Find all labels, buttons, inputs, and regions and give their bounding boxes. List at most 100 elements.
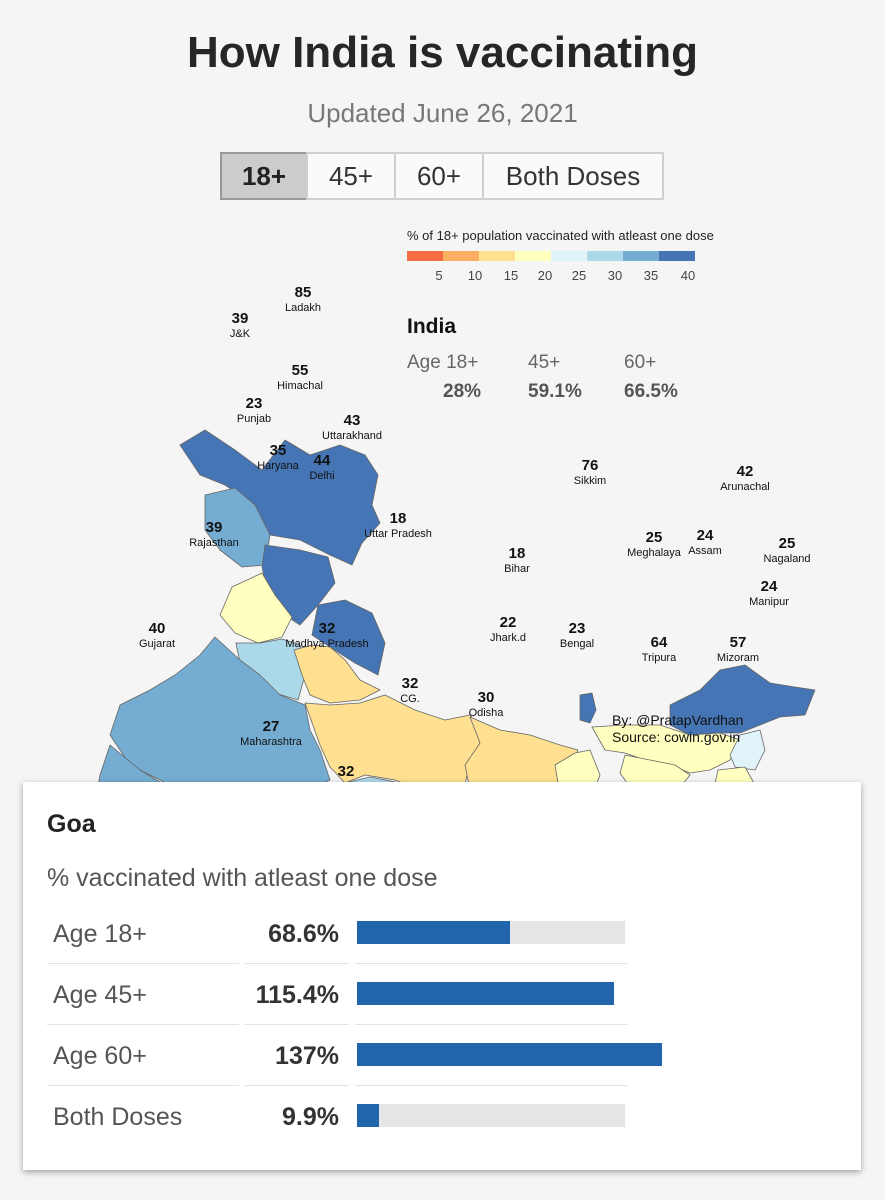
- region-sikkim[interactable]: [579, 692, 597, 724]
- legend-swatch: [623, 251, 659, 261]
- region-value-label: 24: [697, 527, 714, 544]
- region-value-label: 27: [263, 718, 280, 735]
- credit-source: Source: cowin.gov.in: [612, 729, 741, 745]
- detail-row-value: 9.9%: [282, 1103, 339, 1131]
- detail-row-value: 115.4%: [255, 981, 339, 1009]
- detail-row-label: Age 18+: [53, 920, 147, 948]
- region-bihar[interactable]: [464, 716, 579, 785]
- region-name-label: Uttar Pradesh: [364, 528, 432, 540]
- region-value-label: 23: [246, 395, 263, 412]
- state-detail-card: Goa % vaccinated with atleast one dose A…: [23, 782, 861, 1170]
- detail-row-label: Both Doses: [53, 1103, 183, 1131]
- india-summary-title: India: [407, 315, 457, 338]
- legend-swatch: [407, 251, 443, 261]
- region-assam[interactable]: [591, 724, 741, 774]
- legend-tick: 20: [537, 268, 553, 283]
- legend-swatch: [479, 251, 515, 261]
- progress-bar: [357, 1104, 379, 1127]
- region-name-label: Tripura: [642, 652, 677, 664]
- stat-label-18: Age 18+: [407, 352, 479, 373]
- region-value-label: 64: [651, 634, 668, 651]
- legend-tick: 5: [435, 268, 443, 283]
- region-value-label: 44: [314, 452, 331, 469]
- detail-row: Both Doses 9.9%: [47, 1087, 625, 1147]
- region-name-label: Mizoram: [717, 652, 759, 664]
- region-name-label: Sikkim: [574, 475, 606, 487]
- region-value-label: 32: [319, 620, 336, 637]
- region-value-label: 35: [270, 442, 287, 459]
- region-value-label: 43: [344, 412, 361, 429]
- region-name-label: Assam: [688, 545, 722, 557]
- progress-track: [357, 921, 625, 944]
- region-name-label: Gujarat: [139, 638, 175, 650]
- state-detail-subtitle: % vaccinated with atleast one dose: [47, 864, 438, 892]
- region-name-label: Maharashtra: [240, 736, 303, 748]
- india-summary-stats: Age 18+ 45+ 60+ 28% 59.1% 66.5%: [407, 352, 727, 412]
- progress-track: [357, 1043, 662, 1066]
- region-name-label: Ladakh: [285, 302, 321, 314]
- region-nagaland[interactable]: [729, 729, 766, 771]
- detail-row-value: 68.6%: [268, 920, 339, 948]
- tab-45-plus[interactable]: 45+: [306, 152, 396, 200]
- region-name-label: Jhark.d: [490, 632, 526, 644]
- detail-row: Age 18+ 68.6%: [47, 904, 627, 964]
- region-name-label: Haryana: [257, 460, 299, 472]
- region-value-label: 30: [478, 689, 495, 706]
- progress-bar: [357, 982, 614, 1005]
- region-name-label: Manipur: [749, 596, 789, 608]
- stat-value-60: 66.5%: [624, 381, 678, 402]
- age-tabs: 18+ 45+ 60+ Both Doses: [220, 152, 664, 200]
- legend-tick: 40: [680, 268, 696, 283]
- region-up[interactable]: [304, 694, 486, 785]
- region-value-label: 57: [730, 634, 747, 651]
- region-rajasthan[interactable]: [109, 636, 331, 785]
- tab-both-doses[interactable]: Both Doses: [482, 152, 664, 200]
- detail-row-label: Age 45+: [53, 981, 147, 1009]
- region-value-label: 55: [292, 362, 309, 379]
- legend-ticks: 5 10 15 20 25 30 35 40: [407, 268, 707, 286]
- region-value-label: 32: [402, 675, 419, 692]
- page-title: How India is vaccinating: [186, 28, 698, 77]
- region-bengal[interactable]: [530, 749, 601, 785]
- region-value-label: 40: [149, 620, 166, 637]
- region-name-label: Madhya Pradesh: [285, 638, 368, 650]
- detail-row-label: Age 60+: [53, 1042, 147, 1070]
- region-name-label: Himachal: [277, 380, 323, 392]
- region-gujarat[interactable]: [70, 744, 222, 785]
- region-value-label: 76: [582, 457, 599, 474]
- region-delhi[interactable]: [293, 644, 381, 704]
- region-name-label: Rajasthan: [189, 537, 239, 549]
- region-value-label: 18: [390, 510, 407, 527]
- region-name-label: Uttarakhand: [322, 430, 382, 442]
- credit-author: By: @PratapVardhan: [612, 712, 744, 728]
- progress-track: [357, 982, 625, 1005]
- state-name: Goa: [47, 810, 96, 838]
- legend-tick: 30: [607, 268, 623, 283]
- detail-row: Age 45+ 115.4%: [47, 965, 627, 1025]
- region-name-label: CG.: [400, 693, 420, 705]
- region-name-label: Meghalaya: [627, 547, 682, 559]
- stat-value-18: 28%: [443, 381, 482, 402]
- tab-60-plus[interactable]: 60+: [394, 152, 484, 200]
- legend-swatch: [551, 251, 587, 261]
- legend-color-scale: [407, 251, 695, 261]
- tab-18-plus[interactable]: 18+: [220, 152, 308, 200]
- progress-bar: [357, 921, 510, 944]
- region-uttarakhand[interactable]: [311, 599, 386, 676]
- region-value-label: 39: [232, 310, 249, 327]
- region-name-label: Nagaland: [763, 553, 810, 565]
- region-name-label: Bengal: [560, 638, 594, 650]
- region-meghalaya[interactable]: [619, 754, 691, 785]
- region-punjab[interactable]: [219, 572, 293, 644]
- region-name-label: J&K: [230, 328, 251, 340]
- region-name-label: Delhi: [309, 470, 334, 482]
- region-name-label: Arunachal: [720, 481, 770, 493]
- region-manipur[interactable]: [712, 766, 756, 785]
- legend-title: % of 18+ population vaccinated with atle…: [407, 228, 714, 243]
- progress-bar: [357, 1043, 662, 1066]
- legend-swatch: [587, 251, 623, 261]
- legend-tick: 10: [467, 268, 483, 283]
- legend-tick: 35: [643, 268, 659, 283]
- region-value-label: 25: [779, 535, 796, 552]
